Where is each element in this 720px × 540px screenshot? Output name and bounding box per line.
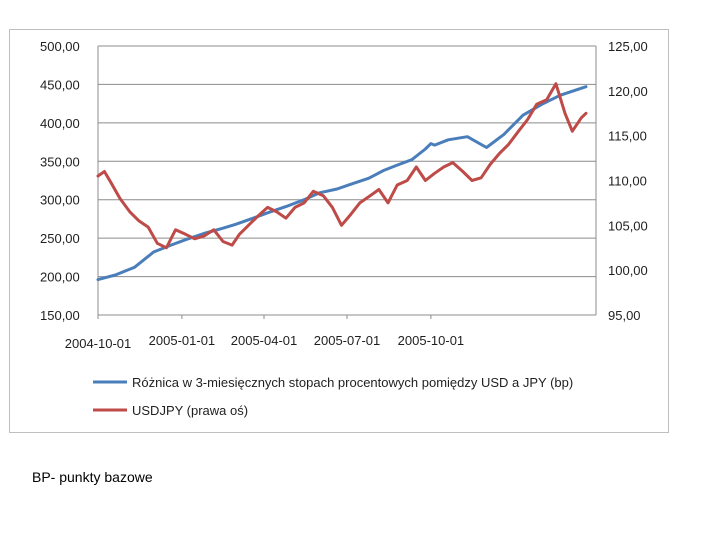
x-tick-label: 2005-04-01 xyxy=(231,333,298,348)
right-y-tick-label: 105,00 xyxy=(608,218,648,233)
chart-svg: 150,00 200,00 250,00 300,00 350,00 400,00 450,… xyxy=(40,39,648,418)
right-y-tick-label: 115,00 xyxy=(608,129,647,144)
right-y-tick-label: 120,00 xyxy=(608,84,648,99)
left-y-tick-label: 250,00 xyxy=(40,231,80,246)
right-y-tick-label: 95,00 xyxy=(608,308,641,323)
x-tick-label: 2005-10-01 xyxy=(398,333,465,348)
right-y-tick-label: 100,00 xyxy=(608,263,648,278)
legend-label: USDJPY (prawa oś) xyxy=(132,403,248,418)
legend: Różnica w 3-miesięcznych stopach procent… xyxy=(93,375,573,418)
right-y-tick-label: 110,00 xyxy=(608,174,647,189)
x-tick-label: 2005-07-01 xyxy=(314,333,381,348)
left-y-tick-label: 200,00 xyxy=(40,270,80,285)
x-tick-label: 2004-10-01 xyxy=(65,336,132,351)
chart-frame: 150,00 200,00 250,00 300,00 350,00 400,00 450,… xyxy=(9,29,669,433)
left-y-tick-label: 400,00 xyxy=(40,116,80,131)
left-y-tick-label: 300,00 xyxy=(40,193,80,208)
x-tick-label: 2005-01-01 xyxy=(149,333,216,348)
left-y-tick-label: 150,00 xyxy=(40,308,80,323)
right-y-tick-label: 125,00 xyxy=(608,39,648,54)
x-axis: 2004-10-01 2005-01-01 2005-04-01 2005-07-01… xyxy=(65,315,464,351)
series-lines xyxy=(96,82,588,282)
left-y-tick-label: 500,00 xyxy=(40,39,80,54)
series-line-usdjpy xyxy=(96,82,588,250)
right-y-axis: 95,00 100,00 105,00 110,00 115,00 120,00 125,0… xyxy=(595,39,648,323)
left-y-tick-label: 350,00 xyxy=(40,154,80,169)
gridlines xyxy=(98,45,596,316)
footnote: BP- punkty bazowe xyxy=(32,469,153,485)
left-y-axis: 150,00 200,00 250,00 300,00 350,00 400,00 450,… xyxy=(40,39,99,323)
series-line-rate-differential xyxy=(96,85,588,282)
left-y-tick-label: 450,00 xyxy=(40,77,80,92)
legend-label: Różnica w 3-miesięcznych stopach procent… xyxy=(132,375,573,390)
